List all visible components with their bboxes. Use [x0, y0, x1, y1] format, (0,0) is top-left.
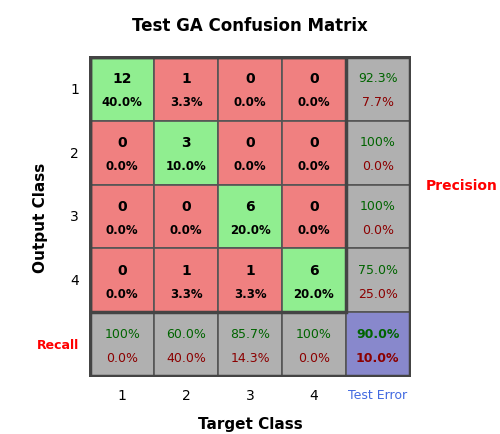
Text: 40.0%: 40.0% [102, 96, 142, 109]
Bar [346, 249, 410, 312]
Text: 0.0%: 0.0% [106, 160, 138, 172]
Text: 100%: 100% [104, 327, 140, 340]
Text: 0.0%: 0.0% [106, 351, 138, 364]
Text: 40.0%: 40.0% [166, 351, 206, 364]
Text: Test GA Confusion Matrix: Test GA Confusion Matrix [132, 17, 368, 35]
Bar [346, 185, 410, 249]
Text: 25.0%: 25.0% [358, 287, 398, 300]
Text: 0.0%: 0.0% [298, 223, 330, 236]
Text: 0: 0 [118, 263, 127, 277]
Text: 100%: 100% [296, 327, 332, 340]
Text: 1: 1 [245, 263, 255, 277]
Bar [282, 122, 346, 185]
Text: 90.0%: 90.0% [356, 327, 400, 340]
Text: 0.0%: 0.0% [106, 223, 138, 236]
Text: 1: 1 [182, 263, 191, 277]
Text: 2: 2 [182, 388, 190, 402]
Text: 10.0%: 10.0% [166, 160, 206, 172]
Text: 2: 2 [70, 146, 79, 160]
Text: 1: 1 [70, 82, 79, 96]
Text: 0: 0 [309, 199, 318, 213]
Text: 3.3%: 3.3% [170, 287, 202, 300]
Text: 75.0%: 75.0% [358, 263, 398, 276]
Text: 100%: 100% [360, 136, 396, 149]
Text: Recall: Recall [36, 338, 79, 351]
Text: Output Class: Output Class [33, 162, 48, 272]
Text: 1: 1 [182, 72, 191, 85]
Bar [282, 58, 346, 122]
Text: 0: 0 [245, 135, 255, 149]
Text: 0.0%: 0.0% [298, 160, 330, 172]
Text: 14.3%: 14.3% [230, 351, 270, 364]
Bar [282, 249, 346, 312]
Text: 0: 0 [118, 135, 127, 149]
Bar [218, 58, 282, 122]
Text: 0.0%: 0.0% [298, 96, 330, 109]
Text: 0: 0 [118, 199, 127, 213]
Bar [90, 58, 346, 312]
Bar [218, 122, 282, 185]
Text: 0.0%: 0.0% [106, 287, 138, 300]
Bar [154, 249, 218, 312]
Text: 92.3%: 92.3% [358, 72, 398, 85]
Bar [282, 312, 346, 376]
Text: 0.0%: 0.0% [298, 351, 330, 364]
Text: 0.0%: 0.0% [234, 96, 266, 109]
Text: 6: 6 [309, 263, 318, 277]
Text: 0: 0 [182, 199, 191, 213]
Text: 7.7%: 7.7% [362, 96, 394, 109]
Bar [218, 185, 282, 249]
Text: 1: 1 [118, 388, 126, 402]
Text: 10.0%: 10.0% [356, 351, 400, 364]
Text: 4: 4 [310, 388, 318, 402]
Bar [218, 249, 282, 312]
Text: 85.7%: 85.7% [230, 327, 270, 340]
Text: 20.0%: 20.0% [294, 287, 334, 300]
Text: 0: 0 [245, 72, 255, 85]
Text: 0.0%: 0.0% [234, 160, 266, 172]
Text: 100%: 100% [360, 200, 396, 213]
Bar [154, 58, 218, 122]
Text: 0.0%: 0.0% [362, 223, 394, 236]
Text: 3: 3 [246, 388, 254, 402]
Text: Target Class: Target Class [198, 416, 302, 431]
Text: 12: 12 [112, 72, 132, 85]
Text: 3.3%: 3.3% [234, 287, 266, 300]
Text: 3: 3 [70, 210, 79, 224]
Text: 20.0%: 20.0% [230, 223, 270, 236]
Text: 3: 3 [182, 135, 191, 149]
Bar [154, 122, 218, 185]
Text: 60.0%: 60.0% [166, 327, 206, 340]
Bar [90, 249, 154, 312]
Bar [346, 58, 410, 122]
Bar [218, 312, 282, 376]
Text: Test Error: Test Error [348, 388, 408, 401]
Bar [154, 312, 218, 376]
Text: Precision: Precision [426, 178, 498, 192]
Bar [346, 122, 410, 185]
Text: 4: 4 [70, 274, 79, 288]
Bar [282, 185, 346, 249]
Text: 0.0%: 0.0% [170, 223, 202, 236]
Bar [90, 185, 154, 249]
Text: 0.0%: 0.0% [362, 160, 394, 172]
Bar [154, 185, 218, 249]
Bar [90, 122, 154, 185]
Bar [90, 312, 154, 376]
Bar [346, 312, 410, 376]
Text: 0: 0 [309, 135, 318, 149]
Text: 0: 0 [309, 72, 318, 85]
Text: 3.3%: 3.3% [170, 96, 202, 109]
Bar [90, 58, 154, 122]
Text: 6: 6 [245, 199, 255, 213]
